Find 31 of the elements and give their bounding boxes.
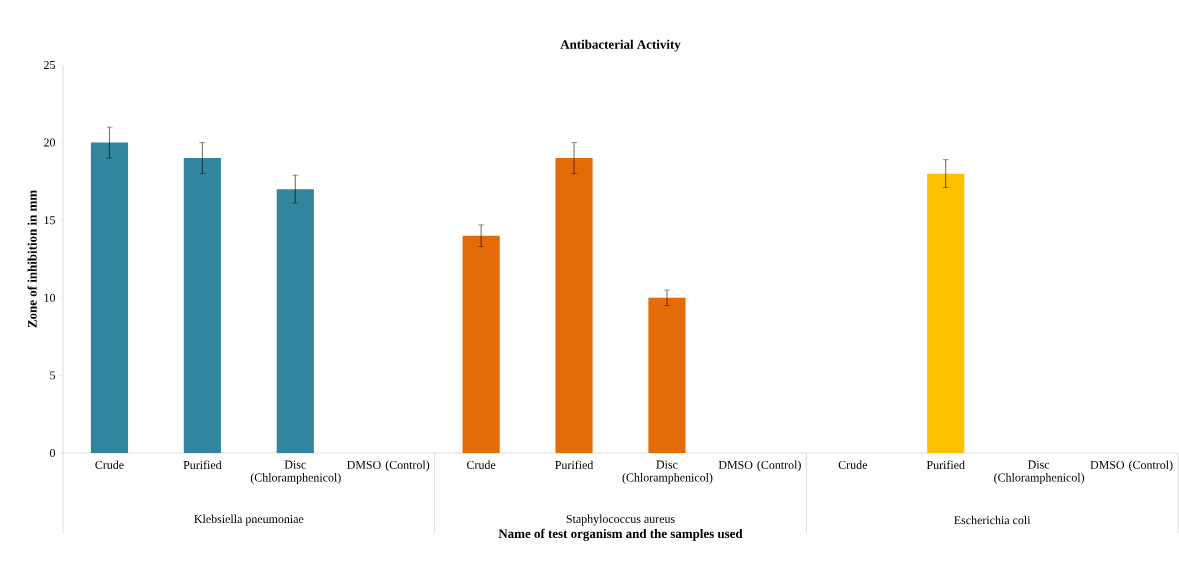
bar bbox=[90, 142, 129, 453]
x-tick-label: Crude bbox=[95, 460, 124, 469]
chart-title: Antibacterial Activity bbox=[560, 39, 681, 52]
x-tick-label: Purified bbox=[183, 460, 222, 470]
text: Escherichia coli bbox=[954, 515, 1031, 525]
y-tick-label: 5 bbox=[50, 371, 56, 380]
y-tick-label: 20 bbox=[44, 138, 56, 147]
y-tick-label: 15 bbox=[44, 216, 56, 225]
y-tick-label: 25 bbox=[44, 60, 56, 70]
y-tick-label: 0 bbox=[49, 448, 56, 458]
x-tick-label: Purified bbox=[926, 460, 965, 470]
bar bbox=[462, 235, 500, 453]
bar bbox=[555, 158, 593, 453]
bar bbox=[183, 158, 221, 453]
x-tick-label: Disc (Chloramphenicol) bbox=[622, 460, 713, 484]
text: Klebsiella pneumoniae bbox=[194, 514, 304, 526]
x-tick-label: Disc (Chloramphenicol) bbox=[250, 460, 341, 484]
text: Staphylococcus aureus bbox=[566, 514, 675, 526]
bar bbox=[276, 189, 314, 453]
x-tick-label: Crude bbox=[838, 460, 867, 469]
bar bbox=[927, 173, 965, 453]
x-tick-label: Disc (Chloramphenicol) bbox=[994, 460, 1085, 484]
x-tick-label: Purified bbox=[555, 460, 594, 470]
x-tick-label: DMSO (Control) bbox=[347, 460, 430, 472]
x-tick-label: Crude bbox=[467, 460, 496, 469]
y-tick-label: 10 bbox=[44, 293, 56, 302]
x-axis-title: Name of test organism and the samples used bbox=[498, 528, 743, 541]
y-axis-title: Zone of inhibition in mm bbox=[27, 190, 37, 328]
x-tick-label: DMSO (Control) bbox=[718, 460, 801, 472]
x-tick-label: DMSO (Control) bbox=[1090, 460, 1173, 472]
bar bbox=[648, 297, 686, 453]
